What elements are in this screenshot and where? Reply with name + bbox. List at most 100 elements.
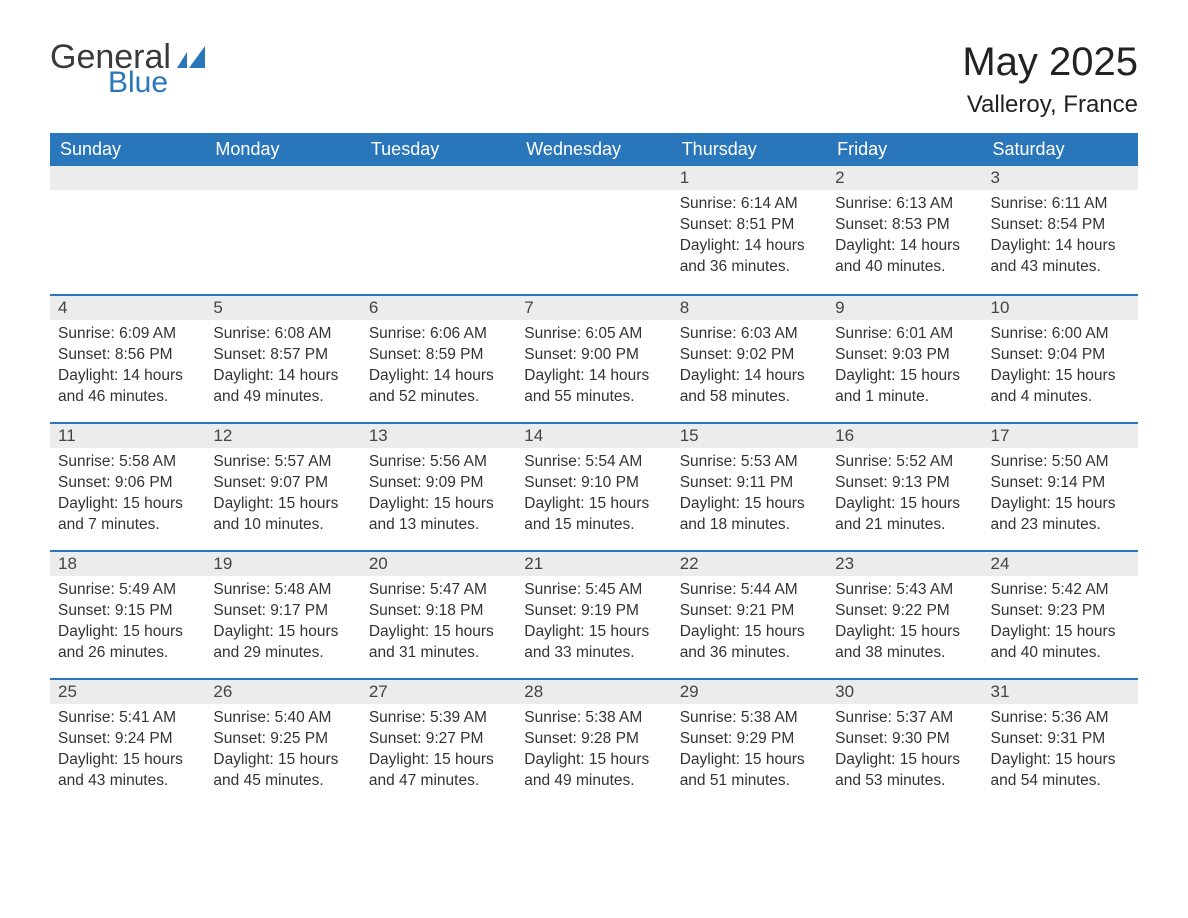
day-number: 27 (361, 678, 516, 704)
sunrise-line: Sunrise: 5:39 AM (369, 708, 508, 729)
day-number: 26 (205, 678, 360, 704)
calendar-cell: 12Sunrise: 5:57 AMSunset: 9:07 PMDayligh… (205, 422, 360, 550)
daylight-line: Daylight: 15 hours and 36 minutes. (680, 622, 819, 664)
sunset-line: Sunset: 8:59 PM (369, 345, 508, 366)
sunrise-line: Sunrise: 5:50 AM (991, 452, 1130, 473)
table-row: 18Sunrise: 5:49 AMSunset: 9:15 PMDayligh… (50, 550, 1138, 678)
calendar-cell: 7Sunrise: 6:05 AMSunset: 9:00 PMDaylight… (516, 294, 671, 422)
daylight-line: Daylight: 15 hours and 31 minutes. (369, 622, 508, 664)
day-number: 13 (361, 422, 516, 448)
calendar-cell: 4Sunrise: 6:09 AMSunset: 8:56 PMDaylight… (50, 294, 205, 422)
calendar-cell: 20Sunrise: 5:47 AMSunset: 9:18 PMDayligh… (361, 550, 516, 678)
calendar-cell: 25Sunrise: 5:41 AMSunset: 9:24 PMDayligh… (50, 678, 205, 806)
daylight-line: Daylight: 15 hours and 47 minutes. (369, 750, 508, 792)
day-number: 5 (205, 294, 360, 320)
day-details: Sunrise: 6:03 AMSunset: 9:02 PMDaylight:… (672, 320, 827, 416)
calendar-cell: 1Sunrise: 6:14 AMSunset: 8:51 PMDaylight… (672, 166, 827, 294)
calendar-cell (361, 166, 516, 294)
sunset-line: Sunset: 8:51 PM (680, 215, 819, 236)
empty-day-bar (516, 166, 671, 190)
sunset-line: Sunset: 9:31 PM (991, 729, 1130, 750)
sunset-line: Sunset: 9:07 PM (213, 473, 352, 494)
daylight-line: Daylight: 15 hours and 15 minutes. (524, 494, 663, 536)
sunset-line: Sunset: 9:03 PM (835, 345, 974, 366)
daylight-line: Daylight: 15 hours and 18 minutes. (680, 494, 819, 536)
day-details: Sunrise: 5:57 AMSunset: 9:07 PMDaylight:… (205, 448, 360, 544)
calendar-cell: 22Sunrise: 5:44 AMSunset: 9:21 PMDayligh… (672, 550, 827, 678)
day-details: Sunrise: 5:47 AMSunset: 9:18 PMDaylight:… (361, 576, 516, 672)
calendar-table: Sunday Monday Tuesday Wednesday Thursday… (50, 133, 1138, 806)
day-number: 22 (672, 550, 827, 576)
day-number: 25 (50, 678, 205, 704)
calendar-cell: 18Sunrise: 5:49 AMSunset: 9:15 PMDayligh… (50, 550, 205, 678)
day-details: Sunrise: 5:54 AMSunset: 9:10 PMDaylight:… (516, 448, 671, 544)
daylight-line: Daylight: 15 hours and 51 minutes. (680, 750, 819, 792)
day-details: Sunrise: 6:14 AMSunset: 8:51 PMDaylight:… (672, 190, 827, 286)
calendar-cell: 6Sunrise: 6:06 AMSunset: 8:59 PMDaylight… (361, 294, 516, 422)
sunrise-line: Sunrise: 5:49 AM (58, 580, 197, 601)
day-number: 11 (50, 422, 205, 448)
daylight-line: Daylight: 15 hours and 7 minutes. (58, 494, 197, 536)
sunset-line: Sunset: 9:28 PM (524, 729, 663, 750)
calendar-cell (205, 166, 360, 294)
sunrise-line: Sunrise: 6:09 AM (58, 324, 197, 345)
sunrise-line: Sunrise: 6:14 AM (680, 194, 819, 215)
sunset-line: Sunset: 9:06 PM (58, 473, 197, 494)
col-monday: Monday (205, 133, 360, 166)
col-saturday: Saturday (983, 133, 1138, 166)
day-number: 15 (672, 422, 827, 448)
sunset-line: Sunset: 9:27 PM (369, 729, 508, 750)
sunset-line: Sunset: 9:15 PM (58, 601, 197, 622)
sunrise-line: Sunrise: 5:37 AM (835, 708, 974, 729)
day-details: Sunrise: 5:49 AMSunset: 9:15 PMDaylight:… (50, 576, 205, 672)
day-details: Sunrise: 5:50 AMSunset: 9:14 PMDaylight:… (983, 448, 1138, 544)
col-tuesday: Tuesday (361, 133, 516, 166)
daylight-line: Daylight: 14 hours and 58 minutes. (680, 366, 819, 408)
day-number: 21 (516, 550, 671, 576)
day-number: 24 (983, 550, 1138, 576)
empty-day-bar (205, 166, 360, 190)
day-details: Sunrise: 5:37 AMSunset: 9:30 PMDaylight:… (827, 704, 982, 800)
day-number: 31 (983, 678, 1138, 704)
calendar-cell (50, 166, 205, 294)
sunset-line: Sunset: 9:11 PM (680, 473, 819, 494)
day-details: Sunrise: 6:00 AMSunset: 9:04 PMDaylight:… (983, 320, 1138, 416)
sunrise-line: Sunrise: 6:00 AM (991, 324, 1130, 345)
day-number: 3 (983, 166, 1138, 190)
daylight-line: Daylight: 14 hours and 46 minutes. (58, 366, 197, 408)
daylight-line: Daylight: 15 hours and 43 minutes. (58, 750, 197, 792)
day-number: 14 (516, 422, 671, 448)
sunrise-line: Sunrise: 6:13 AM (835, 194, 974, 215)
sunset-line: Sunset: 9:30 PM (835, 729, 974, 750)
table-row: 1Sunrise: 6:14 AMSunset: 8:51 PMDaylight… (50, 166, 1138, 294)
calendar-cell: 28Sunrise: 5:38 AMSunset: 9:28 PMDayligh… (516, 678, 671, 806)
calendar-cell: 13Sunrise: 5:56 AMSunset: 9:09 PMDayligh… (361, 422, 516, 550)
sunrise-line: Sunrise: 5:56 AM (369, 452, 508, 473)
col-wednesday: Wednesday (516, 133, 671, 166)
daylight-line: Daylight: 15 hours and 21 minutes. (835, 494, 974, 536)
sunrise-line: Sunrise: 5:42 AM (991, 580, 1130, 601)
calendar-cell: 14Sunrise: 5:54 AMSunset: 9:10 PMDayligh… (516, 422, 671, 550)
day-details: Sunrise: 5:52 AMSunset: 9:13 PMDaylight:… (827, 448, 982, 544)
daylight-line: Daylight: 15 hours and 1 minute. (835, 366, 974, 408)
day-number: 1 (672, 166, 827, 190)
calendar-cell: 10Sunrise: 6:00 AMSunset: 9:04 PMDayligh… (983, 294, 1138, 422)
daylight-line: Daylight: 15 hours and 4 minutes. (991, 366, 1130, 408)
daylight-line: Daylight: 15 hours and 23 minutes. (991, 494, 1130, 536)
sunrise-line: Sunrise: 6:05 AM (524, 324, 663, 345)
day-number: 6 (361, 294, 516, 320)
calendar-cell: 8Sunrise: 6:03 AMSunset: 9:02 PMDaylight… (672, 294, 827, 422)
sunset-line: Sunset: 8:57 PM (213, 345, 352, 366)
table-row: 4Sunrise: 6:09 AMSunset: 8:56 PMDaylight… (50, 294, 1138, 422)
day-number: 12 (205, 422, 360, 448)
day-number: 20 (361, 550, 516, 576)
sunset-line: Sunset: 8:54 PM (991, 215, 1130, 236)
day-number: 8 (672, 294, 827, 320)
day-details: Sunrise: 5:53 AMSunset: 9:11 PMDaylight:… (672, 448, 827, 544)
calendar-cell: 16Sunrise: 5:52 AMSunset: 9:13 PMDayligh… (827, 422, 982, 550)
daylight-line: Daylight: 15 hours and 40 minutes. (991, 622, 1130, 664)
day-details: Sunrise: 5:42 AMSunset: 9:23 PMDaylight:… (983, 576, 1138, 672)
sunset-line: Sunset: 9:04 PM (991, 345, 1130, 366)
sunset-line: Sunset: 8:53 PM (835, 215, 974, 236)
day-number: 23 (827, 550, 982, 576)
